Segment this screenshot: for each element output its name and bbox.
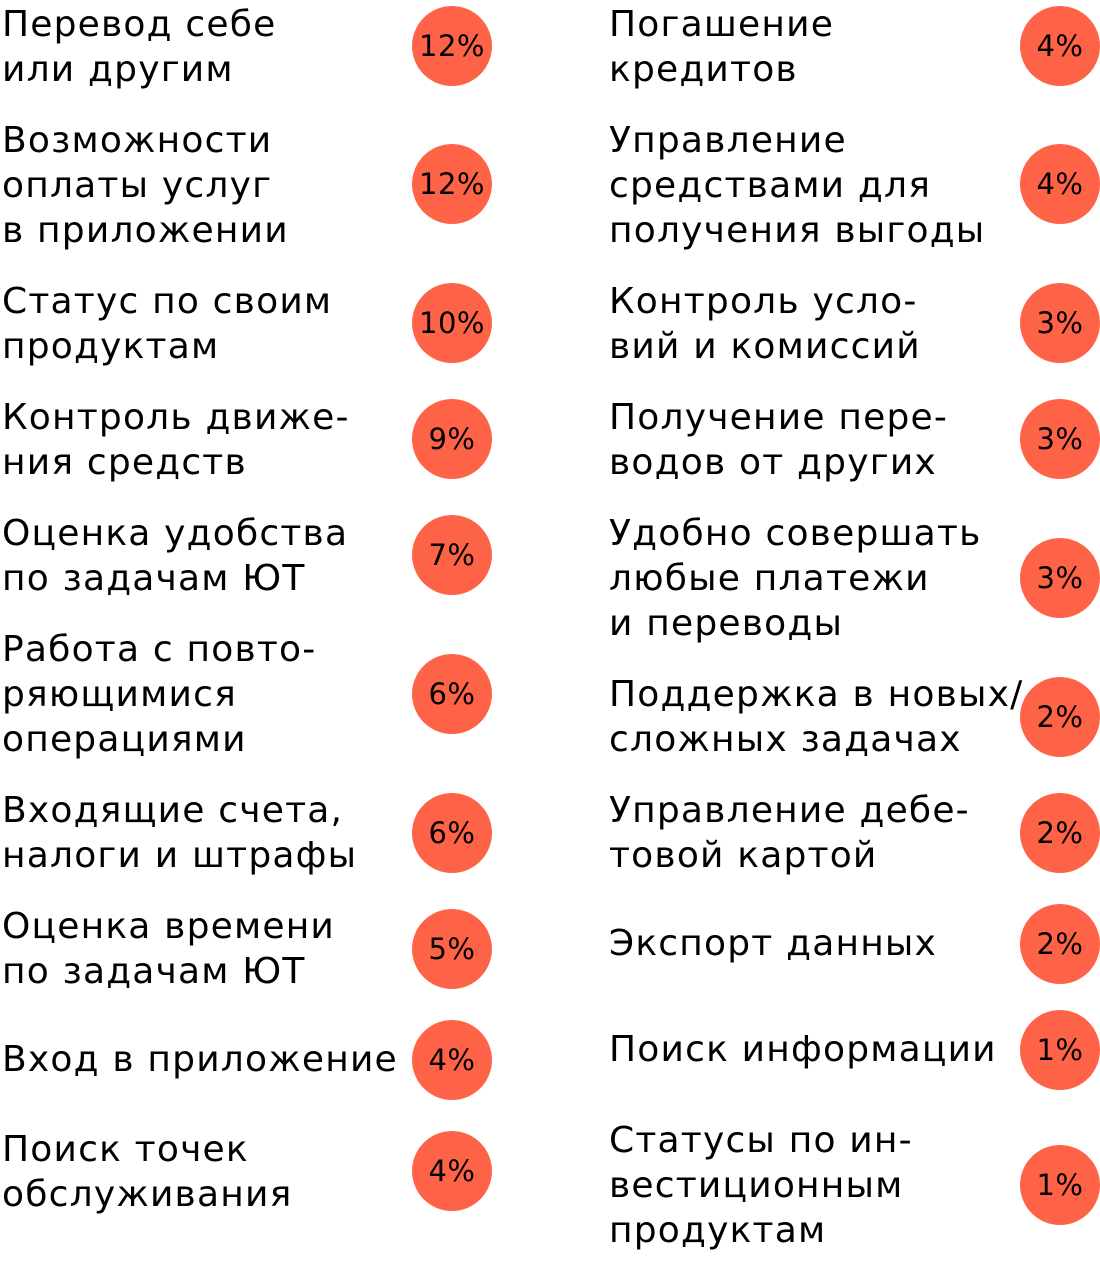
item-label-4: Контроль движе- ния средств (2, 397, 350, 483)
percent-badge-6: 6% (412, 654, 492, 734)
percent-badge-15: 3% (1020, 538, 1100, 618)
percent-badge-7: 6% (412, 793, 492, 873)
item-label-14: Получение пере- водов от других (609, 397, 949, 483)
item-label-13: Контроль усло- вий и комиссий (609, 281, 921, 367)
percent-badge-9: 4% (412, 1020, 492, 1100)
percent-badge-8: 5% (412, 909, 492, 989)
item-label-17: Управление дебе- товой картой (609, 790, 970, 876)
item-label-16: Поддержка в новых/ сложных задачах (609, 674, 1024, 760)
item-label-9: Вход в приложение (2, 1039, 398, 1080)
item-label-5: Оценка удобства по задачам ЮТ (2, 513, 349, 599)
percent-badge-20: 1% (1020, 1145, 1100, 1225)
percent-badge-19: 1% (1020, 1010, 1100, 1090)
percent-badge-13: 3% (1020, 283, 1100, 363)
item-label-2: Возможности оплаты услуг в приложении (2, 120, 289, 251)
percent-badge-14: 3% (1020, 399, 1100, 479)
percent-badge-12: 4% (1020, 144, 1100, 224)
item-label-11: Погашение кредитов (609, 4, 835, 90)
item-label-12: Управление средствами для получения выго… (609, 120, 986, 251)
item-label-3: Статус по своим продуктам (2, 281, 333, 367)
percent-badge-5: 7% (412, 515, 492, 595)
item-label-6: Работа с повто- ряющимися операциями (2, 629, 317, 760)
percent-badge-11: 4% (1020, 6, 1100, 86)
item-label-19: Поиск информации (609, 1029, 997, 1070)
item-label-1: Перевод себе или другим (2, 4, 277, 90)
item-label-7: Входящие счета, налоги и штрафы (2, 790, 358, 876)
item-label-18: Экспорт данных (609, 923, 938, 964)
item-label-10: Поиск точек обслуживания (2, 1129, 293, 1215)
percent-badge-17: 2% (1020, 793, 1100, 873)
percent-badge-3: 10% (412, 283, 492, 363)
percent-badge-10: 4% (412, 1131, 492, 1211)
item-label-8: Оценка времени по задачам ЮТ (2, 906, 336, 992)
percent-badge-18: 2% (1020, 904, 1100, 984)
percent-badge-16: 2% (1020, 677, 1100, 757)
percent-badge-4: 9% (412, 399, 492, 479)
item-label-20: Статусы по ин- вестиционным продуктам (609, 1120, 913, 1251)
item-label-15: Удобно совершать любые платежи и перевод… (609, 513, 982, 644)
percent-badge-1: 12% (412, 6, 492, 86)
percent-badge-2: 12% (412, 144, 492, 224)
